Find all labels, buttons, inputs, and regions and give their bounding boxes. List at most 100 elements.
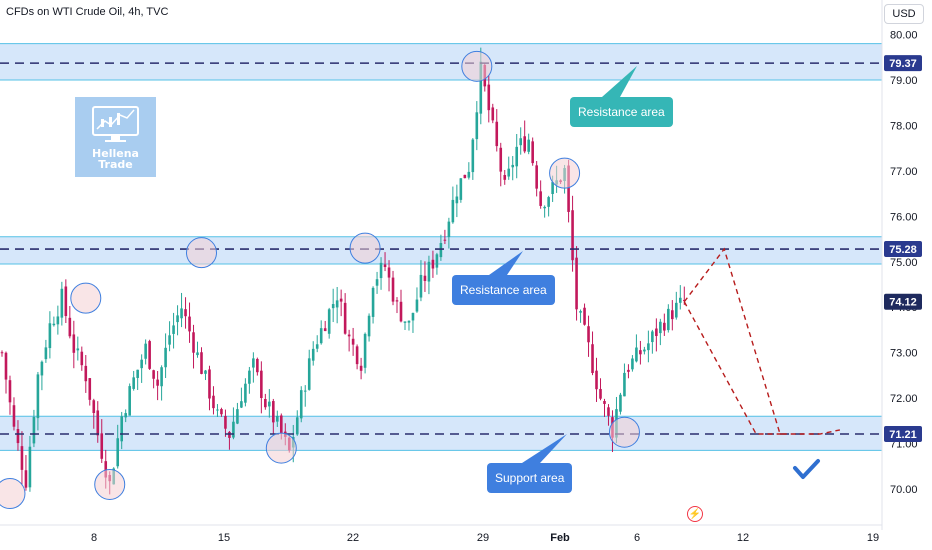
candle-body [639, 350, 642, 355]
candle-body [463, 174, 467, 179]
levels-layer [0, 62, 882, 435]
x-tick-label: 15 [218, 532, 230, 544]
candle-body [671, 310, 674, 320]
candle-body [80, 351, 84, 366]
candle-body [156, 379, 159, 386]
y-tick-label: 70.00 [890, 484, 918, 496]
candle-body [188, 316, 191, 332]
candle-body [659, 321, 662, 334]
candle-body [667, 308, 670, 331]
candle-body [619, 394, 622, 412]
candle-body [359, 365, 363, 371]
candle-body [643, 349, 646, 352]
candle-body [315, 344, 319, 349]
candle-body [200, 352, 203, 374]
candle-body [379, 262, 383, 279]
candle-body [475, 112, 479, 140]
candle-body [599, 388, 602, 399]
resistance-mid-callout: Resistance area [452, 275, 555, 305]
candle-body [24, 470, 28, 488]
candle-body [591, 344, 594, 374]
candle-body [503, 175, 507, 180]
y-tick-label: 79.00 [890, 75, 918, 87]
candle-body [196, 352, 199, 356]
candle-body [443, 239, 447, 241]
candle-body [655, 328, 658, 337]
candle-body [523, 136, 526, 152]
candle-body [439, 242, 443, 258]
candle-body [303, 390, 307, 392]
brand-logo: Hellena Trade [75, 97, 156, 177]
y-tick-label: 77.00 [890, 166, 918, 178]
candle-body [260, 370, 263, 399]
candle-body [527, 139, 530, 152]
candle-body [100, 433, 104, 459]
pivot-circle [461, 50, 493, 82]
candle-body [675, 302, 678, 318]
candle-body [427, 261, 431, 282]
x-tick-label: Feb [550, 532, 570, 544]
candle-body [307, 358, 311, 390]
candle-body [551, 182, 554, 195]
candle-body [148, 341, 151, 369]
candle-body [88, 378, 92, 400]
projection-layer [489, 66, 841, 463]
candle-body [56, 316, 60, 325]
candle-body [375, 279, 379, 286]
candle-body [419, 274, 423, 298]
candle-body [367, 315, 371, 337]
candle-body [335, 300, 339, 308]
x-axis: 8 15 22 29 Feb 6 12 19 [91, 532, 879, 544]
candle-body [575, 257, 578, 310]
candle-body [124, 413, 127, 418]
candle-body [519, 138, 522, 146]
candle-body [128, 386, 131, 416]
candle-body [136, 369, 139, 378]
candle-body [264, 399, 267, 408]
candle-body [248, 370, 251, 384]
candle-body [168, 335, 171, 345]
candle-body [64, 286, 68, 317]
candle-body [411, 312, 415, 321]
candle-body [451, 199, 455, 223]
candle-body [140, 359, 143, 369]
currency-button[interactable]: USD [884, 4, 924, 24]
candle-body [651, 331, 654, 343]
y-tick-label: 75.00 [890, 257, 918, 269]
candle-body [679, 297, 682, 303]
candle-body [4, 352, 8, 380]
candle-body [68, 317, 72, 337]
candle-body [164, 347, 167, 368]
support-callout: Support area [487, 463, 573, 493]
lightning-icon[interactable]: ⚡ [687, 506, 703, 522]
candle-body [160, 367, 163, 387]
x-tick-label: 8 [91, 532, 97, 544]
pivot-circle [94, 468, 126, 500]
candle-body [682, 299, 686, 301]
candle-body [48, 323, 52, 349]
y-tick-label: 73.00 [890, 348, 918, 360]
candle-body [607, 407, 610, 416]
candle-body [567, 165, 570, 212]
candle-body [216, 409, 219, 411]
candle-body [635, 347, 638, 362]
logo-sub: Trade [98, 158, 133, 171]
candle-body [343, 302, 347, 334]
candle-body [447, 221, 451, 238]
y-tick-label: 80.00 [890, 30, 918, 42]
candle-body [20, 446, 24, 470]
candle-body [152, 370, 155, 379]
pivot-circle [608, 416, 640, 448]
candle-body [487, 84, 491, 111]
candle-body [467, 171, 471, 178]
candle-body [423, 275, 427, 281]
monitor-chart-icon [92, 106, 139, 142]
level-zone-0 [0, 43, 882, 80]
price-badges: 79.37 75.28 71.21 74.12 [884, 55, 922, 443]
candle-body [208, 369, 211, 399]
candle-body [8, 380, 12, 403]
candle-body [631, 358, 634, 370]
candle-body [276, 415, 279, 422]
candle-body [351, 338, 355, 345]
